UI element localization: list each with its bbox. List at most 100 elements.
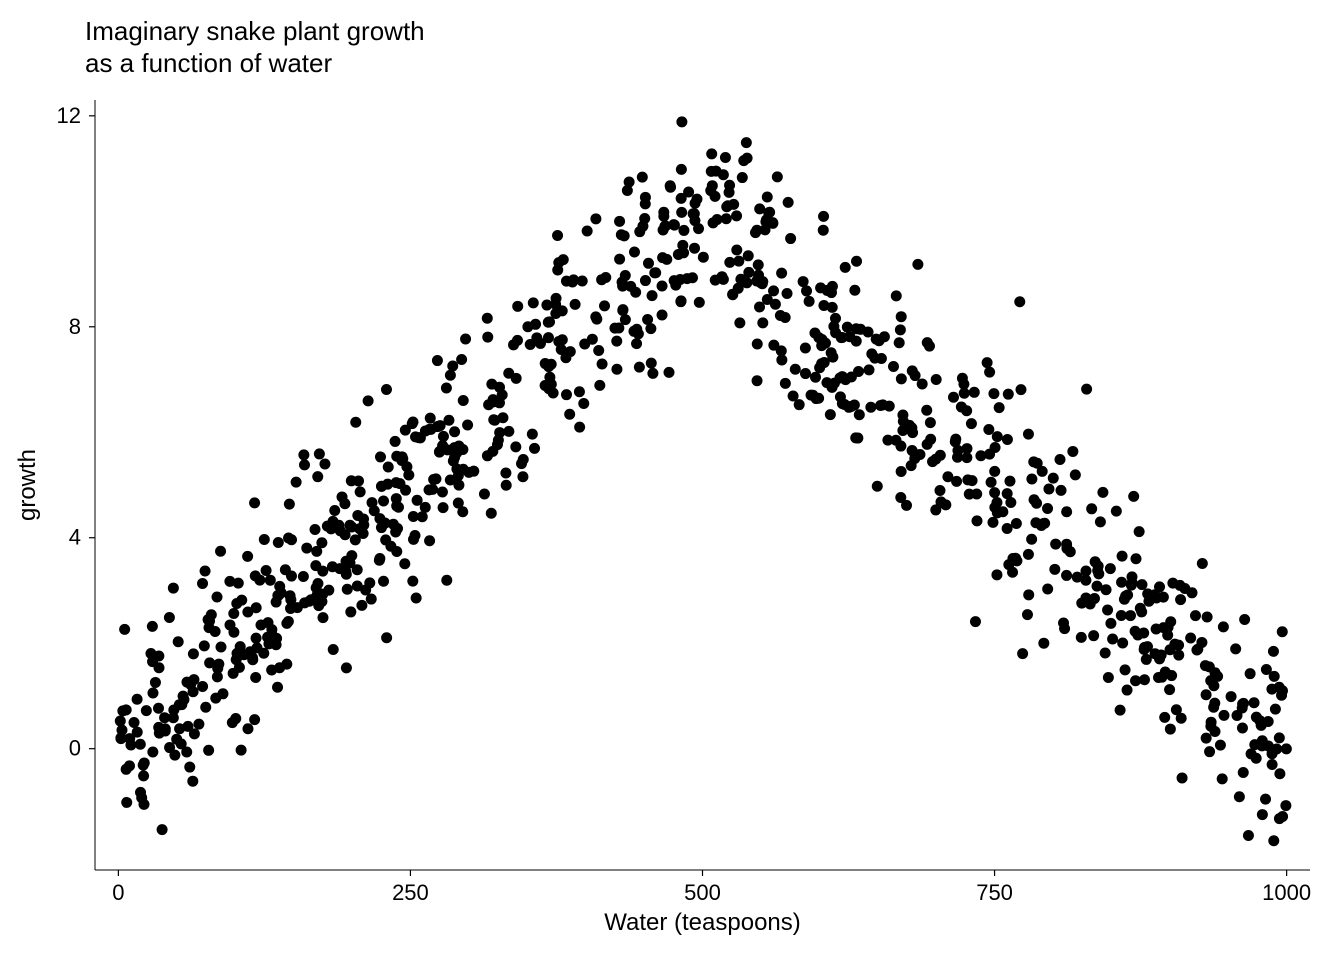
data-point: [344, 520, 355, 531]
data-point: [1274, 732, 1285, 743]
data-point: [1101, 584, 1112, 595]
data-point: [863, 364, 874, 375]
data-point: [135, 787, 146, 798]
data-point: [546, 359, 557, 370]
data-point: [1138, 628, 1149, 639]
data-point: [497, 412, 508, 423]
data-point: [842, 322, 853, 333]
data-point: [501, 480, 512, 491]
data-point: [451, 447, 462, 458]
data-point: [1269, 671, 1280, 682]
data-point: [124, 733, 135, 744]
data-point: [392, 523, 403, 534]
data-point: [193, 719, 204, 730]
data-point: [486, 508, 497, 519]
y-ticks: 04812: [57, 103, 95, 761]
data-point: [1205, 721, 1216, 732]
data-point: [408, 534, 419, 545]
data-point: [952, 452, 963, 463]
data-point: [503, 368, 514, 379]
data-point: [251, 633, 262, 644]
data-point: [508, 339, 519, 350]
data-point: [242, 607, 253, 618]
data-point: [479, 488, 490, 499]
data-point: [230, 713, 241, 724]
data-point: [356, 600, 367, 611]
data-point: [634, 226, 645, 237]
data-point: [441, 575, 452, 586]
data-point: [1268, 646, 1279, 657]
data-point: [593, 345, 604, 356]
data-point: [212, 591, 223, 602]
data-point: [1197, 558, 1208, 569]
data-point: [273, 590, 284, 601]
data-point: [204, 657, 215, 668]
data-point: [757, 276, 768, 287]
data-point: [825, 409, 836, 420]
data-point: [1092, 565, 1103, 576]
data-point: [743, 250, 754, 261]
data-point: [150, 677, 161, 688]
data-point: [121, 797, 132, 808]
data-point: [1277, 685, 1288, 696]
data-point: [328, 644, 339, 655]
data-point: [1070, 469, 1081, 480]
data-point: [311, 546, 322, 557]
data-point: [486, 379, 497, 390]
data-point: [1086, 503, 1097, 514]
data-point: [400, 425, 411, 436]
data-point: [1249, 697, 1260, 708]
data-point: [962, 474, 973, 485]
data-point: [298, 571, 309, 582]
data-point: [129, 717, 140, 728]
data-point: [1134, 526, 1145, 537]
data-point: [846, 372, 857, 383]
data-point: [614, 254, 625, 265]
data-point: [1080, 566, 1091, 577]
data-point: [340, 529, 351, 540]
data-point: [390, 436, 401, 447]
data-point: [1217, 773, 1228, 784]
data-point: [800, 368, 811, 379]
data-point: [783, 197, 794, 208]
data-point: [574, 422, 585, 433]
data-point: [281, 659, 292, 670]
data-point: [518, 454, 529, 465]
data-point: [1257, 735, 1268, 746]
data-point: [317, 566, 328, 577]
data-point: [647, 368, 658, 379]
data-point: [872, 481, 883, 492]
data-point: [298, 449, 309, 460]
x-axis-label: Water (teaspoons): [604, 909, 801, 936]
chart-title-line2: as a function of water: [85, 48, 332, 78]
data-point: [551, 293, 562, 304]
data-point: [462, 420, 473, 431]
data-point: [265, 575, 276, 586]
data-point: [424, 535, 435, 546]
data-point: [1201, 733, 1212, 744]
data-point: [391, 546, 402, 557]
data-point: [1164, 684, 1175, 695]
data-point: [1201, 689, 1212, 700]
data-point: [849, 285, 860, 296]
data-point: [689, 208, 700, 219]
data-point: [741, 277, 752, 288]
data-point: [299, 459, 310, 470]
data-point: [443, 415, 454, 426]
data-point: [1218, 710, 1229, 721]
data-point: [959, 388, 970, 399]
x-tick-label: 1000: [1262, 880, 1311, 905]
data-point: [200, 702, 211, 713]
data-point: [503, 426, 514, 437]
data-point: [888, 361, 899, 372]
data-point: [456, 354, 467, 365]
data-point: [991, 497, 1002, 508]
data-point: [912, 259, 923, 270]
data-point: [164, 612, 175, 623]
data-point: [590, 213, 601, 224]
data-point: [249, 714, 260, 725]
data-point: [673, 249, 684, 260]
data-point: [683, 187, 694, 198]
data-point: [800, 343, 811, 354]
data-point: [552, 230, 563, 241]
